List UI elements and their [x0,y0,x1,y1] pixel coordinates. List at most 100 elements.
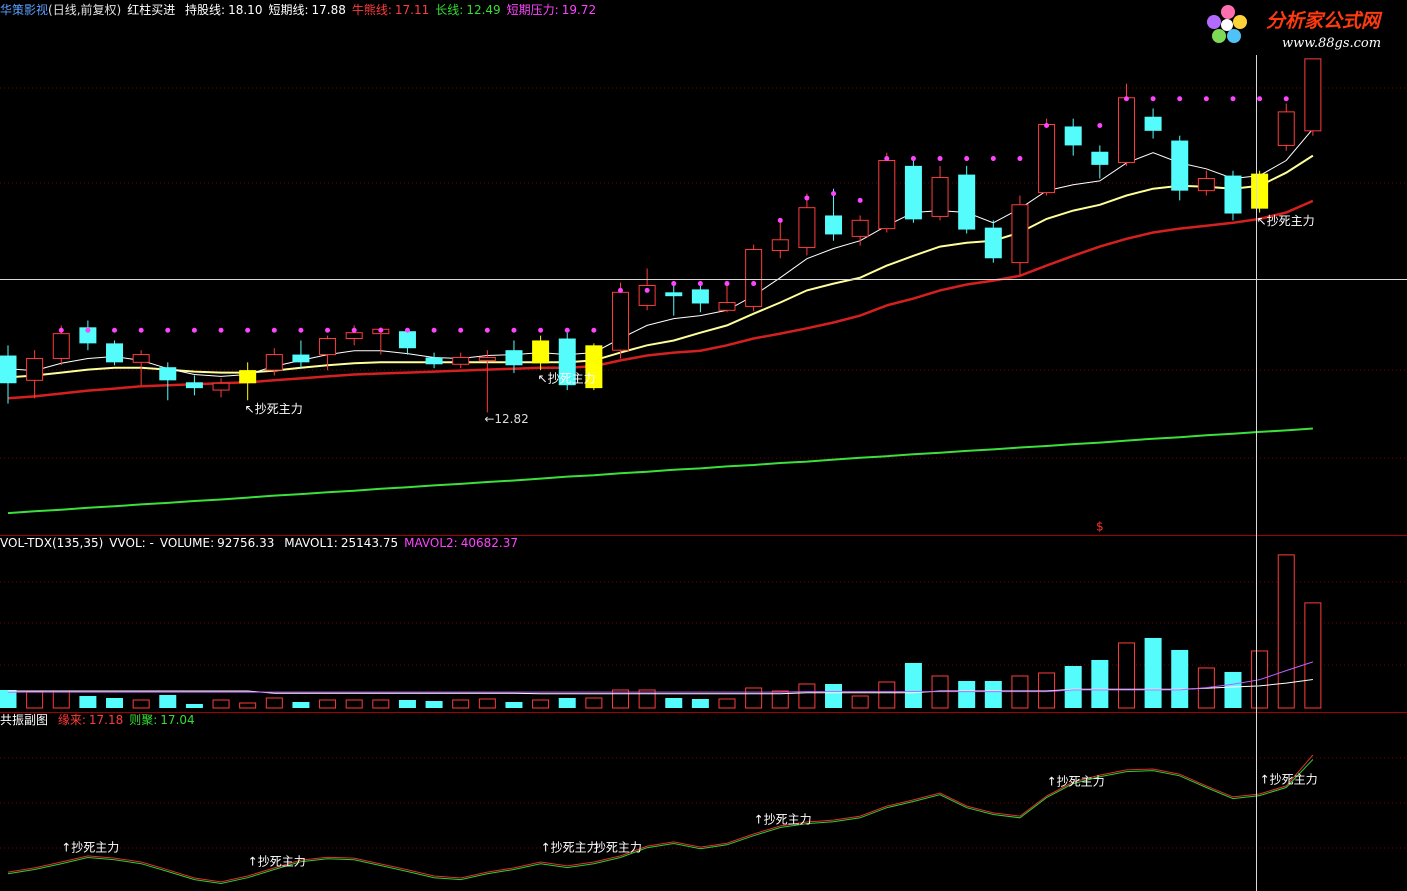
annotation: ↑抄死主力 [541,841,599,855]
volume-bar [0,689,17,708]
pressure-dot [884,156,890,162]
indicator-title: 共振副图 [0,713,49,727]
volume-bar [798,683,816,709]
legend-value: 17.88 [311,3,346,17]
period: (日线,前复权) [48,3,122,17]
volume-bar [558,697,576,708]
pressure-dot [378,327,384,333]
series-line [7,199,1314,400]
crosshair [0,55,1407,891]
pressure-dot [697,281,703,287]
candle-body [478,356,496,361]
candle-body [26,357,44,381]
candle-body [425,357,443,365]
legend-name: 短期压力: [506,3,559,17]
volume-bar [106,697,124,708]
legend-name: 持股线: [185,3,226,17]
signal-text: 红柱买进 [127,3,176,17]
annotation: ↑抄死主力 [754,813,812,827]
volume-bar [851,695,869,709]
pressure-dot [1150,96,1156,102]
volume-bar [904,662,922,708]
volume-bar [611,689,629,709]
volume-bar [638,689,656,709]
candle-body [931,177,949,217]
pressure-dot [777,217,783,223]
pressure-dot [191,327,197,333]
candle-body [0,355,17,384]
pressure-dot [990,156,996,162]
pressure-dot [511,327,517,333]
pressure-dot [1283,96,1289,102]
pressure-dot [831,191,837,197]
pressure-dot [751,281,757,287]
candle-body [1224,175,1242,214]
candle-body [345,332,363,340]
pressure-dot [271,327,277,333]
volume-bar [52,690,70,709]
marker: $ [1096,520,1104,534]
candle-body [79,327,97,344]
pressure-dot [138,327,144,333]
pressure-dot [564,327,570,333]
volume-bar [1144,637,1162,708]
pressure-dot [1017,156,1023,162]
candle-body [239,370,257,384]
candle-body [452,356,470,365]
candle-body [638,284,656,306]
logo-url: www.88gs.com [1282,36,1382,51]
pressure-dot [165,327,171,333]
pressure-dot [404,327,410,333]
series-line [7,754,1314,883]
volume-bar [292,701,310,708]
candle-body [1038,124,1056,194]
candle-body [532,340,550,364]
candle-body [185,382,203,389]
legend-name: 则聚: [129,713,158,727]
candle-body [984,227,1002,259]
candle-body [292,354,310,363]
volume-bar [345,699,363,709]
volume-bar [319,699,337,709]
candle-body [319,338,337,356]
volume-name: VOLUME: [159,536,215,550]
legend-name: MAVOL1: [284,536,338,550]
candle-body [1171,140,1189,191]
legend-value: 19.72 [561,3,597,17]
volume-bar [691,698,709,708]
candle-body [825,215,843,235]
pressure-dot [857,197,863,203]
volume-bar [984,680,1002,708]
volume-bar [1304,602,1322,709]
volume-bar [239,702,257,709]
legend-name: 牛熊线: [351,3,392,17]
candle-body [904,165,922,220]
volume-bar [132,699,150,709]
candle-body [1117,97,1135,163]
volume-bar [1117,642,1135,709]
series-line [8,679,1313,695]
legend-value: 17.11 [394,3,430,17]
series-line [7,128,1314,377]
flower-center [1221,19,1233,31]
annotation: ↑抄死主力 [61,841,119,855]
volume-bar [185,703,203,708]
candle-body [878,160,896,230]
pressure-dot [458,327,464,333]
volume-value: 92756.33 [217,536,275,550]
petal [1212,29,1226,43]
volume-bar [878,681,896,709]
annotation: ↑抄死主力 [1260,773,1318,787]
main-header: 华策影视(日线,前复权) 红柱买进 持股线: 18.10 短期线: 17.88 牛熊线: 1… [0,3,602,17]
petal [1207,15,1221,29]
indicator-header: 共振副图 缘来: 17.18 则聚: 17.04 [0,713,201,727]
candle-body [745,249,763,307]
volume-bar [665,697,683,708]
annotation: ↖抄死主力 [1257,214,1315,228]
pressure-dot [1257,96,1263,102]
pressure-dot [644,287,650,293]
candle-body [665,292,683,297]
low-label: ←12.82 [484,412,528,426]
